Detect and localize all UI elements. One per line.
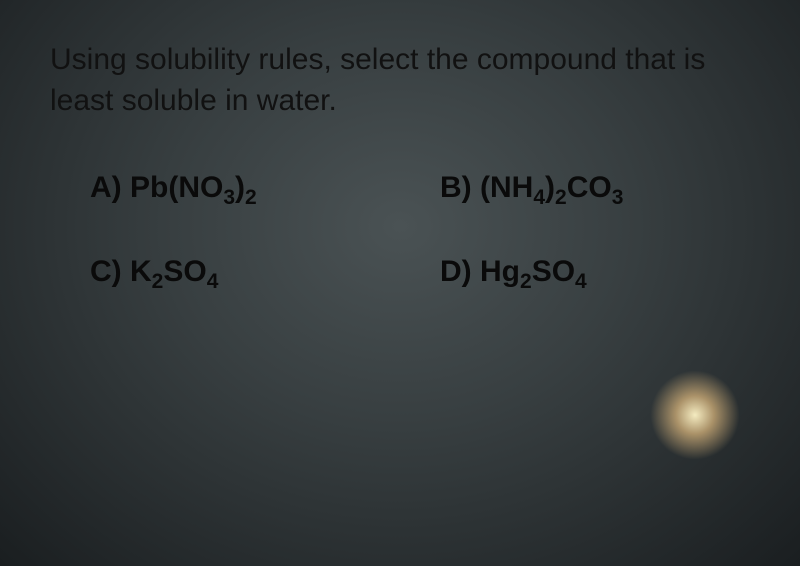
formula-part: K [130, 255, 152, 288]
option-a[interactable]: A) Pb(NO3)2 [90, 171, 400, 205]
question-block: Using solubility rules, select the compo… [0, 0, 800, 289]
formula-part: ) [235, 171, 245, 204]
option-c[interactable]: C) K2SO4 [90, 255, 400, 289]
formula-sub: 4 [207, 270, 219, 293]
option-label: B) [440, 171, 472, 204]
option-label: A) [90, 171, 122, 204]
options-grid: A) Pb(NO3)2 B) (NH4)2CO3 C) K2SO4 D) Hg2… [50, 171, 750, 289]
lens-flare [650, 370, 740, 460]
option-d[interactable]: D) Hg2SO4 [440, 255, 750, 289]
formula-part: Hg [480, 255, 520, 288]
formula-part: ) [545, 171, 555, 204]
formula-sub: 2 [555, 186, 567, 209]
formula-sub: 4 [533, 186, 545, 209]
question-text: Using solubility rules, select the compo… [50, 40, 750, 121]
formula-part: CO [567, 171, 612, 204]
formula-part: Pb(NO [130, 171, 223, 204]
option-label: D) [440, 255, 472, 288]
option-b[interactable]: B) (NH4)2CO3 [440, 171, 750, 205]
formula-sub: 3 [612, 186, 624, 209]
formula-sub: 2 [520, 270, 532, 293]
formula-sub: 2 [245, 186, 257, 209]
formula-part: SO [532, 255, 575, 288]
formula-sub: 2 [152, 270, 164, 293]
formula-part: (NH [480, 171, 533, 204]
option-label: C) [90, 255, 122, 288]
formula-part: SO [163, 255, 206, 288]
formula-sub: 4 [575, 270, 587, 293]
formula-sub: 3 [223, 186, 235, 209]
